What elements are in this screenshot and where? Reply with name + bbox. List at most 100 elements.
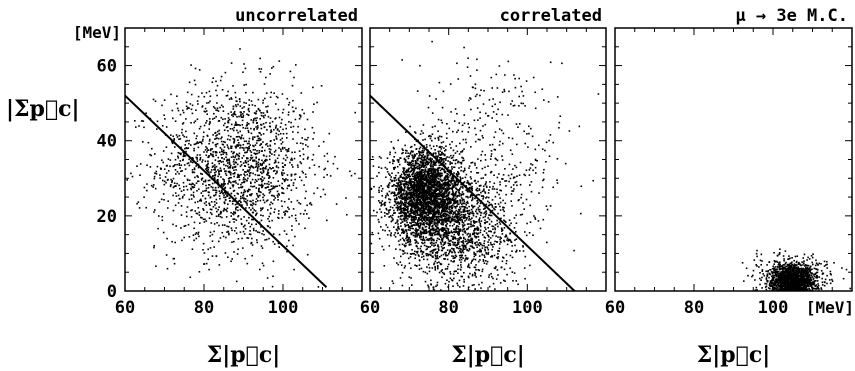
scatter-point [247,107,250,110]
scatter-point [265,92,268,94]
scatter-point [407,218,409,220]
scatter-point [145,112,147,114]
scatter-point [425,215,427,218]
scatter-point [410,233,413,236]
scatter-point [436,224,439,226]
scatter-point [498,144,501,146]
scatter-point [184,224,187,227]
scatter-point [206,147,208,150]
scatter-point [464,216,466,218]
scatter-point [408,197,410,200]
scatter-point [290,173,293,176]
scatter-point [413,193,415,195]
scatter-point [146,183,148,185]
scatter-point [266,110,268,112]
scatter-point [448,127,451,130]
scatter-point [403,204,405,206]
scatter-point [384,204,386,206]
scatter-point [414,213,416,216]
scatter-point [225,170,227,172]
scatter-point [193,171,196,174]
scatter-point [238,115,240,118]
scatter-point [227,170,230,173]
scatter-point [214,194,217,196]
scatter-point [417,181,420,183]
scatter-point [226,94,229,97]
scatter-point [275,185,277,188]
scatter-point [263,194,266,197]
scatter-point [438,164,441,167]
scatter-point [434,191,436,193]
scatter-point [183,194,186,196]
scatter-point [295,107,297,110]
scatter-point [254,104,256,107]
scatter-point [208,171,210,173]
scatter-point [262,214,264,217]
scatter-point [449,209,451,211]
scatter-point [235,169,237,171]
scatter-point [278,217,280,219]
scatter-point [441,146,443,148]
scatter-point [219,211,222,214]
scatter-point [250,151,253,153]
scatter-point [519,214,522,216]
scatter-point [220,183,223,185]
scatter-point [419,232,422,234]
scatter-point [251,166,254,168]
scatter-point [216,151,218,154]
scatter-point [432,163,434,166]
scatter-point [255,160,257,163]
scatter-point [305,144,307,146]
scatter-point [309,202,312,204]
scatter-point [299,161,302,163]
scatter-point [407,224,409,226]
scatter-point [216,134,218,136]
scatter-point [292,125,295,128]
scatter-point [151,147,153,150]
scatter-point [214,169,216,171]
scatter-point [423,228,425,231]
scatter-point [233,141,235,143]
scatter-point [407,192,410,195]
scatter-point [275,172,277,175]
scatter-point [240,222,243,225]
scatter-point [246,170,249,173]
scatter-point [235,105,238,108]
scatter-point [172,194,174,197]
scatter-point [200,178,203,180]
scatter-point [421,182,423,184]
scatter-point [411,156,414,158]
scatter-point [427,200,429,203]
scatter-point [406,186,409,189]
scatter-point [273,195,276,197]
scatter-point [473,225,475,227]
scatter-point [251,218,253,221]
scatter-point [146,189,148,192]
scatter-point [210,222,213,224]
scatter-point [444,209,446,211]
scatter-point [294,217,297,220]
scatter-point [281,186,283,189]
scatter-point [218,195,221,197]
scatter-point [220,191,223,194]
scatter-point [417,209,420,212]
scatter-point [430,221,432,223]
scatter-point [259,109,261,112]
scatter-point [193,221,196,224]
scatter-point [412,202,415,204]
scatter-point [153,175,156,178]
scatter-point [436,145,438,147]
scatter-point [299,116,302,118]
scatter-point [446,176,449,179]
scatter-point [403,184,405,186]
scatter-point [243,177,245,179]
scatter-point [278,233,281,236]
scatter-point [205,168,207,170]
scatter-point [269,117,272,119]
scatter-point [448,240,451,243]
scatter-point [479,224,482,226]
scatter-point [438,232,440,234]
scatter-point [406,150,408,152]
scatter-point [420,207,423,209]
scatter-point [450,170,453,173]
